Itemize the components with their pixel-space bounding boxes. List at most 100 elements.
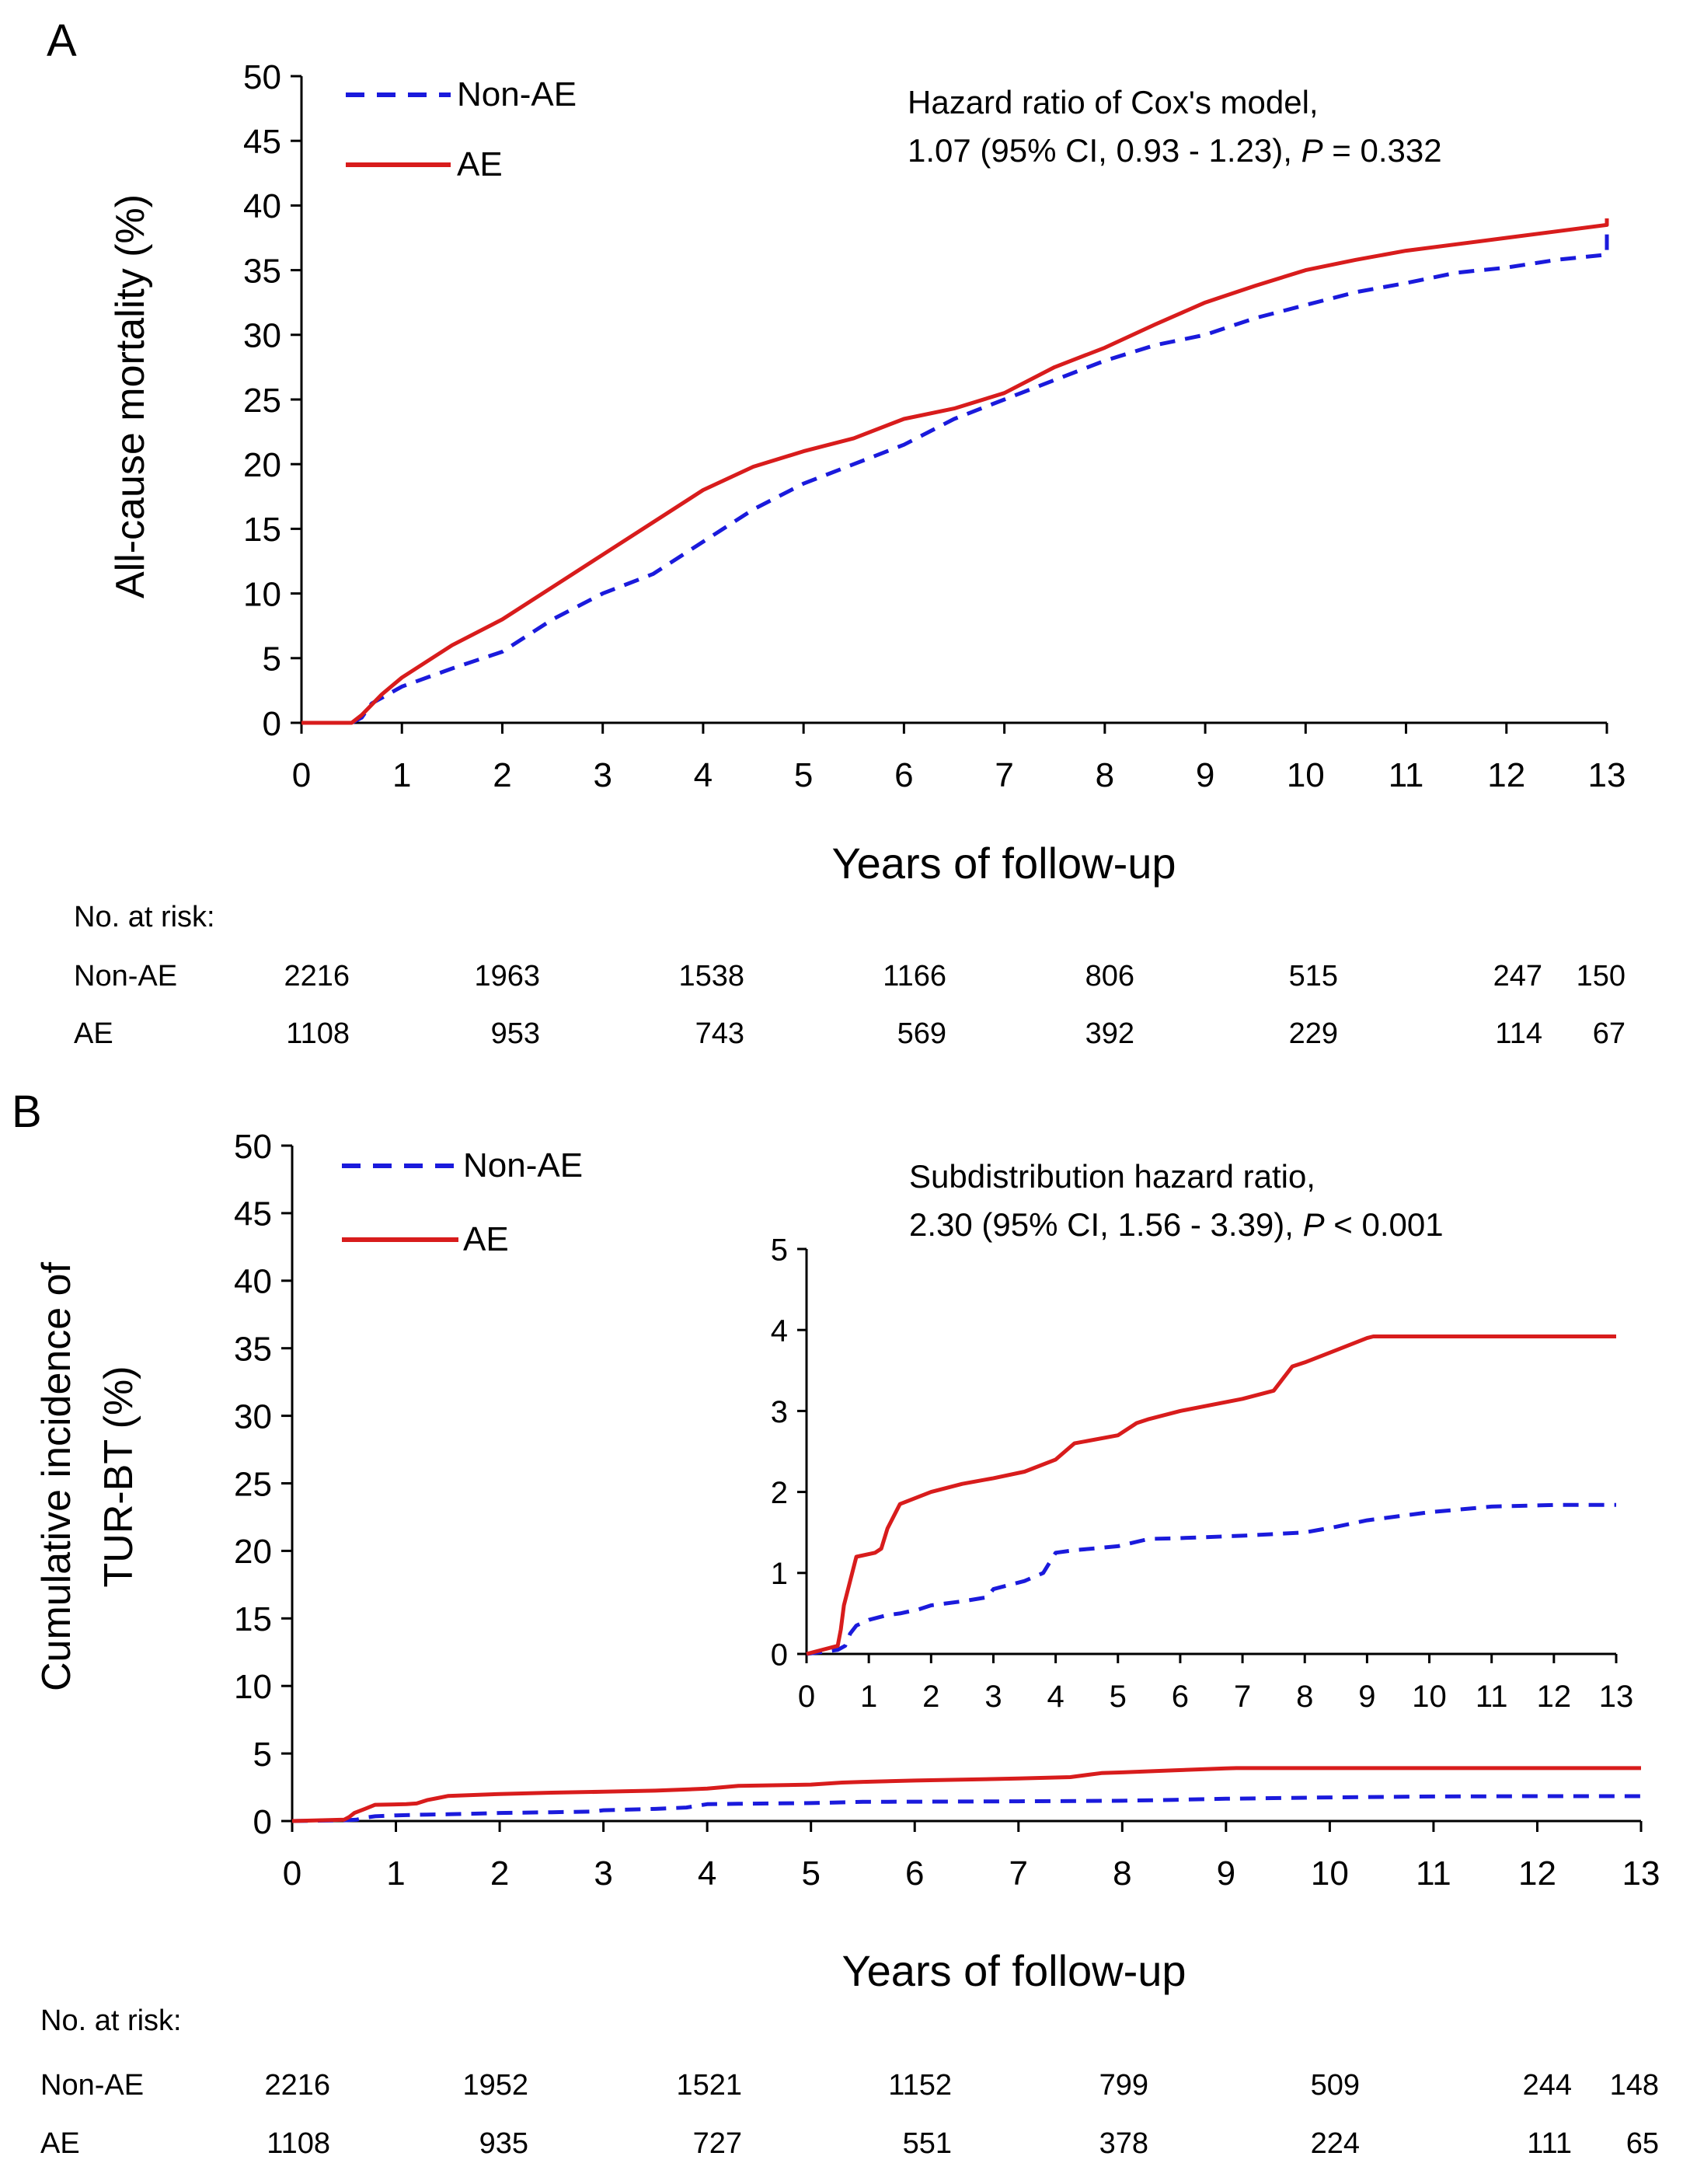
inset-series-ae	[806, 1334, 1616, 1656]
panel-a-risk-value: 247	[1493, 960, 1542, 993]
panel-a-y-ticks: 0 5 10 15 20 25 30 35 40 45 50	[243, 58, 301, 743]
risk-b-row-label-ae: AE	[40, 2127, 80, 2160]
risk-a-row-label-non-ae: Non-AE	[74, 960, 177, 993]
panel-a-y-tick-label: 50	[243, 58, 281, 96]
panel-b-y-axis-label-line2: TUR-BT (%)	[96, 1366, 141, 1587]
annotation-b-line2-prefix: 2.30 (95% CI, 1.56 - 3.39),	[909, 1206, 1303, 1243]
panel-a-x-tick-label: 5	[794, 756, 813, 794]
panel-a-series-ae	[301, 218, 1609, 725]
panel-b-x-tick-label: 9	[1217, 1854, 1235, 1893]
panel-b-x-tick-label: 6	[905, 1854, 924, 1893]
panel-b-risk-value: 2216	[264, 2069, 330, 2102]
inset-x-tick-label: 12	[1537, 1680, 1572, 1714]
panel-a-x-tick-label: 3	[593, 756, 612, 794]
inset-series-non-ae	[806, 1502, 1616, 1656]
panel-a-x-tick-label: 12	[1487, 756, 1525, 794]
legend-b-label-ae: AE	[463, 1220, 509, 1258]
panel-a-x-tick-label: 13	[1588, 756, 1626, 794]
panel-b-risk-value: 1521	[676, 2069, 742, 2102]
panel-a-y-tick-label: 10	[243, 575, 281, 613]
panel-a-y-tick-label: 0	[263, 705, 281, 743]
panel-b-x-tick-label: 1	[386, 1854, 405, 1893]
panel-a-legend: Non-AE AE	[346, 75, 577, 183]
panel-b-risk-value: 1108	[267, 2127, 330, 2160]
panel-b-risk-value: 244	[1523, 2069, 1572, 2102]
panel-b-y-tick-label: 15	[234, 1600, 272, 1638]
panel-a-y-tick-label: 40	[243, 187, 281, 225]
panel-a-y-tick-label: 5	[263, 640, 281, 679]
risk-a-row-label-ae: AE	[74, 1017, 113, 1050]
panel-a-y-tick-label: 20	[243, 446, 281, 484]
panel-b-axes	[291, 1146, 1641, 1823]
inset-x-tick-label: 9	[1358, 1680, 1375, 1714]
annotation-a-line2: 1.07 (95% CI, 0.93 - 1.23), P = 0.332	[908, 132, 1442, 169]
legend-b-label-non-ae: Non-AE	[463, 1146, 583, 1184]
panel-a-y-tick-label: 45	[243, 123, 281, 161]
risk-b-values: 2216 1952 1521 1152 799 509 244 148 1108 935 727 55…	[264, 2069, 1659, 2160]
panel-b-risk-value: 935	[479, 2127, 528, 2160]
inset-x-tick-label: 11	[1476, 1680, 1508, 1714]
inset-y-tick-label: 0	[771, 1638, 788, 1672]
panel-b-x-tick-label: 2	[490, 1854, 509, 1893]
panel-b-x-tick-label: 12	[1518, 1854, 1556, 1893]
panel-b-risk-table: No. at risk: Non-AE AE 2216 1952 1521 1152 7…	[40, 2004, 1659, 2160]
annotation-a-line1: Hazard ratio of Cox's model,	[908, 84, 1319, 120]
panel-a-risk-value: 743	[695, 1017, 744, 1050]
inset-x-ticks: 0 1 2 3 4 5 6 7 8 9 10 11 12 13	[798, 1654, 1633, 1714]
annotation-b-line1: Subdistribution hazard ratio,	[909, 1158, 1315, 1195]
panel-b-y-tick-label: 25	[234, 1465, 272, 1503]
panel-a-risk-value: 569	[897, 1017, 946, 1050]
risk-a-values: 2216 1963 1538 1166 806 515 247 150 1108 953 743 56…	[284, 960, 1626, 1050]
panel-b-risk-value: 727	[693, 2127, 742, 2160]
panel-a-x-tick-label: 4	[694, 756, 713, 794]
panel-a-risk-value: 229	[1289, 1017, 1338, 1050]
inset-y-tick-label: 5	[771, 1233, 788, 1267]
panel-a-label: A	[47, 16, 77, 66]
panel-a-risk-value: 953	[491, 1017, 540, 1050]
inset-x-tick-label: 8	[1296, 1680, 1313, 1714]
panel-a-risk-value: 515	[1289, 960, 1338, 993]
panel-b-risk-value: 378	[1099, 2127, 1148, 2160]
panel-b-risk-value: 551	[903, 2127, 952, 2160]
panel-b-risk-value: 1952	[462, 2069, 528, 2102]
panel-a-y-tick-label: 35	[243, 252, 281, 290]
annotation-a-line2-prefix: 1.07 (95% CI, 0.93 - 1.23),	[908, 132, 1301, 169]
panel-b-y-tick-label: 5	[253, 1736, 272, 1774]
panel-a-y-tick-label: 30	[243, 317, 281, 355]
panel-b-y-tick-label: 50	[234, 1128, 272, 1166]
panel-b-y-tick-label: 0	[253, 1803, 272, 1841]
inset-y-tick-label: 2	[771, 1476, 788, 1510]
panel-b-label: B	[12, 1087, 42, 1137]
inset-y-tick-label: 4	[771, 1314, 788, 1348]
panel-a-x-tick-label: 9	[1196, 756, 1214, 794]
panel-a-x-ticks: 0 1 2 3 4 5 6 7 8 9 10 11 12 13	[292, 723, 1626, 794]
inset-x-tick-label: 13	[1599, 1680, 1634, 1714]
panel-a-risk-value: 1166	[883, 960, 946, 993]
risk-a-header: No. at risk:	[74, 901, 215, 933]
panel-b-risk-value: 1152	[888, 2069, 952, 2102]
panel-a-risk-value: 150	[1577, 960, 1626, 993]
risk-b-row-label-non-ae: Non-AE	[40, 2069, 144, 2102]
panel-a-series-non-ae	[301, 231, 1609, 725]
panel-a-series	[301, 218, 1609, 725]
risk-b-header: No. at risk:	[40, 2004, 182, 2037]
panel-a-y-axis-label: All-cause mortality (%)	[108, 194, 153, 598]
inset-x-tick-label: 1	[860, 1680, 877, 1714]
panel-a-x-tick-label: 11	[1389, 756, 1424, 794]
panel-a-risk-value: 1108	[286, 1017, 350, 1050]
annotation-a-line2-suffix: = 0.332	[1323, 132, 1442, 169]
panel-b-x-tick-label: 3	[594, 1854, 612, 1893]
panel-a-x-tick-label: 0	[292, 756, 311, 794]
panel-b-y-ticks: 0 5 10 15 20 25 30 35 40 45 50	[234, 1128, 292, 1841]
annotation-a-p: P	[1301, 132, 1323, 169]
inset-x-tick-label: 7	[1234, 1680, 1251, 1714]
panel-b-x-tick-label: 5	[801, 1854, 820, 1893]
panel-a-risk-value: 806	[1085, 960, 1134, 993]
panel-b-risk-value: 65	[1626, 2127, 1659, 2160]
legend-label-non-ae: Non-AE	[457, 75, 577, 113]
panel-b-risk-value: 148	[1610, 2069, 1659, 2102]
panel-b-series	[291, 1766, 1641, 1823]
